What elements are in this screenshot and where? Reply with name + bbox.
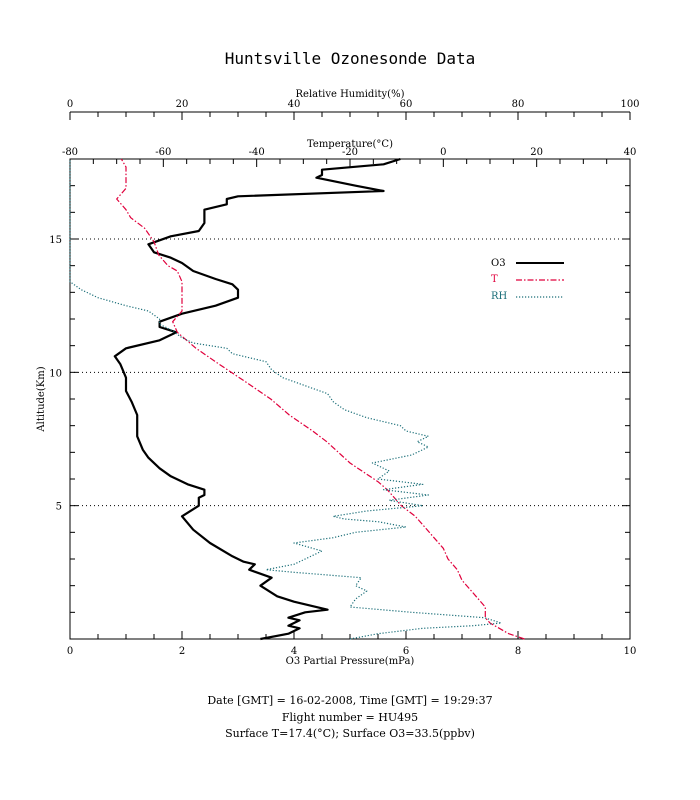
o3-axis-label: O3 Partial Pressure(mPa) bbox=[286, 656, 415, 667]
temperature-tick-label: -60 bbox=[155, 147, 171, 158]
series-line-rh bbox=[69, 159, 502, 640]
o3-tick-label: 10 bbox=[624, 646, 637, 657]
rh-axis-label: Relative Humidity(%) bbox=[296, 89, 405, 100]
rh-tick-label: 20 bbox=[176, 99, 189, 110]
rh-tick-label: 80 bbox=[512, 99, 525, 110]
temperature-tick-label: 20 bbox=[530, 147, 543, 158]
temperature-tick-label: 0 bbox=[440, 147, 446, 158]
series-line-o3 bbox=[113, 157, 401, 641]
altitude-tick-label: 10 bbox=[49, 368, 62, 379]
o3-tick-label: 4 bbox=[291, 646, 297, 657]
axis-ticks bbox=[69, 112, 631, 639]
altitude-tick-label: 15 bbox=[49, 235, 62, 246]
series-line-t bbox=[116, 158, 525, 640]
temperature-tick-label: 40 bbox=[624, 147, 637, 158]
temperature-tick-label: -80 bbox=[62, 147, 78, 158]
legend-label-rh: RH bbox=[491, 291, 508, 302]
footer-date-time: Date [GMT] = 16-02-2008, Time [GMT] = 19… bbox=[207, 694, 493, 707]
rh-tick-label: 0 bbox=[67, 99, 73, 110]
footer-flight-number: Flight number = HU495 bbox=[281, 711, 419, 724]
o3-tick-label: 0 bbox=[67, 646, 73, 657]
plot-frame bbox=[69, 158, 631, 640]
legend-label-o3: O3 bbox=[491, 258, 506, 269]
altitude-axis-label: Altitude(Km) bbox=[36, 366, 47, 432]
legend-label-t: T bbox=[491, 274, 498, 285]
data-series bbox=[69, 157, 525, 641]
temperature-axis-label: Temperature(°C) bbox=[307, 139, 393, 150]
temperature-tick-label: -20 bbox=[342, 147, 358, 158]
o3-tick-label: 2 bbox=[179, 646, 185, 657]
o3-tick-label: 6 bbox=[403, 646, 409, 657]
rh-tick-label: 60 bbox=[400, 99, 413, 110]
footer-surface-values: Surface T=17.4(°C); Surface O3=33.5(ppbv… bbox=[225, 727, 475, 740]
o3-tick-label: 8 bbox=[515, 646, 521, 657]
grid-lines bbox=[70, 238, 630, 507]
legend: O3 T RH bbox=[491, 258, 564, 302]
chart-title: Huntsville Ozonesonde Data bbox=[225, 49, 475, 68]
temperature-tick-label: -40 bbox=[249, 147, 265, 158]
altitude-tick-label: 5 bbox=[56, 502, 62, 513]
axis-tick-labels: 5 10 15 0 2 4 6 8 10 -80 -60 -40 -20 0 20 40 0 20 40 60 80 10… bbox=[49, 99, 639, 657]
rh-tick-label: 100 bbox=[620, 99, 639, 110]
rh-tick-label: 40 bbox=[288, 99, 301, 110]
